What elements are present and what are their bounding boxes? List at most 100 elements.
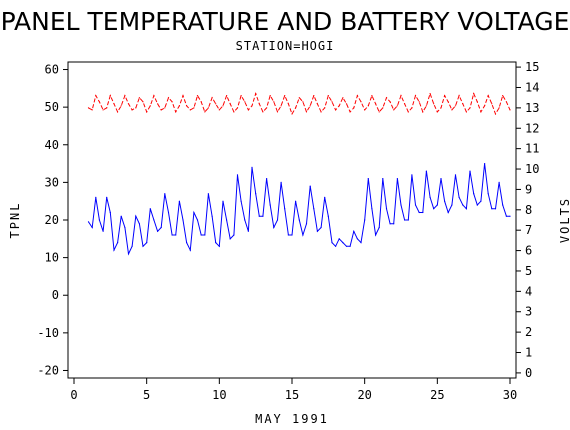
panel-temperature-line-point (389, 223, 391, 225)
battery-voltage-line-point (269, 95, 271, 97)
panel-temperature-line-point (429, 196, 431, 198)
x-tick-label: 5 (143, 388, 150, 402)
battery-voltage-line-point (284, 95, 286, 97)
panel-temperature-line-point (302, 234, 304, 236)
panel-temperature-line-point (473, 193, 475, 195)
panel-temperature-line-point (269, 204, 271, 206)
battery-voltage-line-point (414, 95, 417, 97)
panel-temperature-line-point (153, 219, 155, 221)
battery-voltage-line-point (345, 103, 348, 105)
panel-temperature-line-point (127, 253, 130, 255)
battery-voltage-line-point (106, 107, 108, 109)
panel-temperature-line (88, 163, 510, 256)
battery-voltage-line-point (327, 95, 329, 97)
panel-temperature-line-point (465, 208, 467, 210)
y-right-tick-label: 13 (525, 101, 539, 115)
battery-voltage-line-point (473, 93, 475, 95)
battery-voltage-line-point (444, 95, 446, 97)
battery-voltage-line-point (178, 105, 180, 107)
battery-voltage-line-point (418, 101, 420, 103)
panel-temperature-line-point (295, 200, 297, 202)
battery-voltage-line-point (331, 101, 333, 103)
x-tick-label: 0 (70, 388, 77, 402)
panel-temperature-line-point (240, 200, 242, 202)
battery-voltage-line-point (196, 95, 199, 97)
battery-voltage-line-point (451, 109, 453, 111)
battery-voltage-line-point (200, 101, 202, 103)
battery-voltage-line-point (102, 109, 104, 111)
battery-voltage-line-point (422, 111, 424, 113)
battery-voltage-line-point (484, 105, 486, 107)
panel-temperature-line-point (251, 166, 253, 168)
panel-temperature-line-point (316, 230, 318, 232)
battery-voltage-line-point (175, 111, 177, 113)
battery-voltage-line-point (487, 95, 489, 97)
panel-temperature-line-point (258, 215, 260, 217)
panel-temperature-line-point (175, 234, 177, 236)
y-right-tick-label: 2 (525, 325, 532, 339)
panel-temperature-line-point (342, 242, 344, 244)
x-tick-label: 10 (212, 388, 226, 402)
panel-temperature-line-point (244, 219, 246, 221)
panel-temperature-line-point (131, 245, 133, 247)
y-right-tick-label: 3 (525, 305, 532, 319)
battery-voltage-line-point (98, 101, 100, 103)
y-left-tick-label: 60 (45, 63, 59, 77)
panel-temperature-line-point (418, 211, 420, 214)
battery-voltage-line-point (135, 107, 137, 109)
y-right-tick-label: 10 (525, 162, 539, 176)
panel-temperature-line-point (484, 163, 486, 165)
battery-voltage-line-point (164, 107, 166, 109)
panel-temperature-line-point (480, 200, 482, 202)
x-tick-label: 25 (430, 388, 444, 402)
battery-voltage-line-point (153, 95, 155, 97)
y-left-tick-label: 50 (45, 100, 59, 114)
panel-temperature-line-point (146, 242, 148, 244)
y-right-tick-label: 15 (525, 60, 539, 74)
panel-temperature-line-point (393, 223, 395, 225)
panel-temperature-line-point (407, 219, 409, 221)
panel-temperature-line-point (287, 234, 289, 236)
battery-voltage-line-point (353, 107, 355, 109)
panel-temperature-line-point (247, 230, 249, 232)
battery-voltage-line (88, 91, 511, 116)
x-tick-label: 15 (285, 388, 299, 402)
panel-temperature-line-point (189, 249, 191, 251)
battery-voltage-line-point (469, 107, 471, 109)
battery-voltage-line-point (146, 111, 148, 113)
battery-voltage-line-point (222, 105, 224, 107)
battery-voltage-line-point (462, 103, 464, 105)
battery-voltage-line-point (498, 107, 500, 109)
battery-voltage-line-point (411, 107, 413, 109)
panel-temperature-line-point (215, 242, 217, 244)
battery-voltage-line-point (182, 95, 184, 97)
y-right-tick-label: 8 (525, 203, 532, 217)
y-left-tick-label: -20 (37, 363, 59, 377)
battery-voltage-line-point (393, 109, 395, 111)
battery-voltage-line-point (400, 95, 402, 97)
panel-temperature-line-point (327, 215, 329, 217)
panel-temperature-line-point (436, 204, 438, 206)
battery-voltage-line-point (313, 95, 315, 97)
battery-voltage-line-point (302, 101, 304, 103)
panel-temperature-line-point (120, 215, 122, 217)
panel-temperature-line-point (487, 193, 489, 195)
y-left-tick-label: 30 (45, 175, 59, 189)
panel-temperature-line-point (433, 208, 435, 210)
battery-voltage-line-point (211, 97, 213, 99)
panel-temperature-line-point (360, 242, 362, 244)
battery-voltage-line-point (124, 95, 126, 97)
battery-voltage-line-point (109, 95, 111, 97)
battery-voltage-line-point (454, 105, 457, 107)
y-left-tick-label: 40 (45, 138, 59, 152)
panel-temperature-line-point (371, 208, 373, 210)
panel-temperature-line-point (138, 223, 140, 225)
battery-voltage-line-point (273, 101, 275, 103)
battery-voltage-line-point (436, 111, 438, 113)
battery-voltage-line-point (291, 113, 293, 115)
x-tick-label: 20 (357, 388, 371, 402)
panel-temperature-line-point (396, 178, 398, 180)
panel-temperature-line-point (222, 200, 224, 202)
panel-temperature-line-point (262, 215, 264, 217)
